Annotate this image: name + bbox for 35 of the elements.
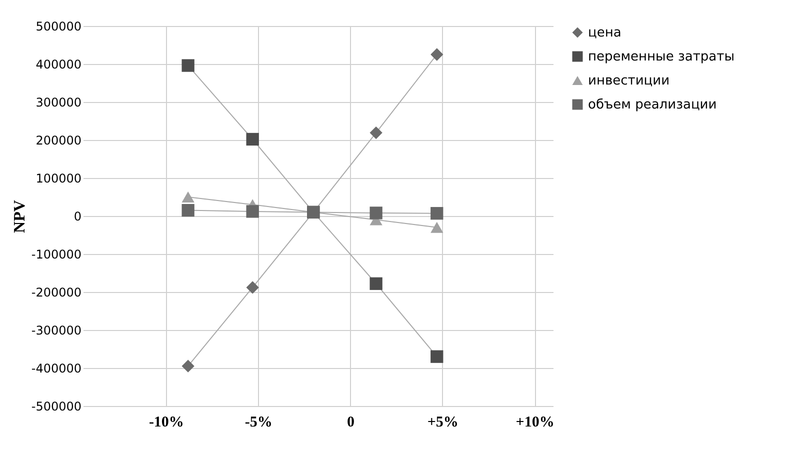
- point: [430, 222, 444, 233]
- y-tick-label: -400000: [31, 362, 82, 376]
- point: [182, 59, 194, 72]
- legend-label: цена: [588, 26, 622, 40]
- point: [430, 350, 444, 363]
- y-tick-label: 400000: [36, 58, 82, 72]
- point: [182, 204, 194, 217]
- y-tick-label: -100000: [31, 248, 82, 262]
- x-tick-label: 0: [347, 414, 355, 430]
- legend-label: инвестиции: [588, 74, 670, 88]
- point: [370, 277, 382, 290]
- point: [370, 126, 382, 140]
- point: [246, 205, 259, 218]
- y-tick-label: 200000: [36, 134, 82, 148]
- point: [246, 132, 259, 146]
- y-tick-label: -500000: [31, 400, 82, 414]
- x-tick-label: +5%: [427, 414, 458, 430]
- point: [182, 192, 194, 202]
- legend-label: объем реализации: [588, 98, 717, 112]
- y-tick-label: -200000: [31, 286, 82, 300]
- legend-label: переменные затраты: [588, 50, 734, 64]
- point: [370, 206, 382, 220]
- y-tick-label: 100000: [36, 172, 82, 186]
- x-tick-label: +10%: [516, 414, 554, 430]
- point: [430, 207, 444, 220]
- y-tick-label: 0: [74, 210, 82, 224]
- y-tick-label: 300000: [36, 96, 82, 110]
- point: [430, 48, 444, 61]
- point: [246, 281, 259, 294]
- point: [182, 360, 194, 372]
- y-tick-label: 500000: [36, 20, 82, 34]
- y-axis-title: NPV: [11, 200, 28, 233]
- y-tick-label: -300000: [31, 324, 82, 338]
- x-tick-label: -5%: [244, 414, 272, 430]
- x-tick-label: -10%: [148, 414, 184, 430]
